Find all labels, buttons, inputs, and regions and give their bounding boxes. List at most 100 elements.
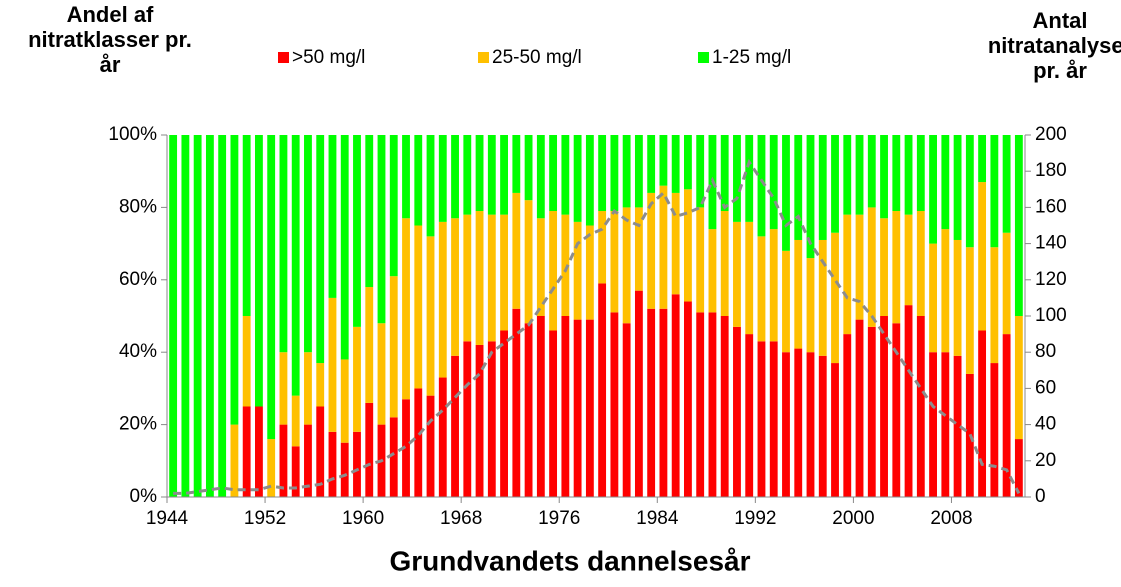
bar-segment xyxy=(561,214,570,316)
bar-segment xyxy=(291,446,300,497)
bar-segment xyxy=(855,135,864,215)
bar-segment xyxy=(696,135,705,208)
bar-segment xyxy=(855,319,864,497)
bar-segment xyxy=(929,243,937,353)
y2-tick-label: 20 xyxy=(1035,450,1056,471)
bar-segment xyxy=(659,185,668,309)
legend-label: >50 mg/l xyxy=(292,47,365,68)
legend-swatch xyxy=(478,52,489,63)
bar-segment xyxy=(904,305,913,497)
bar-segment xyxy=(279,135,288,353)
y2-tick-label: 140 xyxy=(1035,233,1067,254)
bar-segment xyxy=(745,221,754,335)
bar-segment xyxy=(745,334,754,497)
y2-tick-label: 100 xyxy=(1035,305,1067,326)
bar-segment xyxy=(402,218,410,400)
bar-segment xyxy=(426,395,435,497)
bar-segment xyxy=(794,348,803,497)
bar-segment xyxy=(634,135,643,208)
bar-segment xyxy=(598,283,607,497)
bar-segment xyxy=(831,232,839,364)
bar-segment xyxy=(916,211,925,316)
bar-segment xyxy=(757,341,766,497)
bar-segment xyxy=(438,377,447,497)
bar-segment xyxy=(451,135,459,219)
bar-segment xyxy=(1014,439,1023,497)
bar-segment xyxy=(549,330,558,497)
bar-segment xyxy=(242,316,251,407)
bar-segment xyxy=(230,135,239,425)
bar-segment xyxy=(316,406,325,497)
y2-axis-label: nitratanalyser xyxy=(988,33,1121,58)
x-tick-label: 1984 xyxy=(636,508,679,529)
bar-segment xyxy=(524,323,533,497)
bar-segment xyxy=(892,211,901,324)
bar-segment xyxy=(328,297,337,432)
bar-segment xyxy=(573,221,582,320)
bar-segment xyxy=(267,439,276,497)
bar-segment xyxy=(684,135,692,190)
y2-tick-label: 160 xyxy=(1035,196,1067,217)
bar-segment xyxy=(720,135,729,212)
bar-segment xyxy=(769,229,778,342)
bar-segment xyxy=(316,363,325,407)
x-tick-label: 1976 xyxy=(538,508,580,529)
bar-segment xyxy=(242,406,251,497)
bar-segment xyxy=(353,431,361,497)
bar-segment xyxy=(536,316,545,497)
bar-segment xyxy=(463,214,472,342)
bar-segment xyxy=(389,417,398,497)
bar-segment xyxy=(561,316,570,497)
bar-segment xyxy=(818,239,827,356)
bar-segment xyxy=(916,135,925,212)
bar-segment xyxy=(328,135,337,298)
bar-segment xyxy=(769,135,778,230)
bar-segment xyxy=(451,218,459,356)
bar-segment xyxy=(892,323,901,497)
bar-segment xyxy=(794,135,803,240)
bar-segment xyxy=(169,135,178,497)
bar-segment xyxy=(867,326,876,497)
bar-segment xyxy=(720,211,729,316)
bar-segment xyxy=(880,218,888,316)
bar-segment xyxy=(720,316,729,497)
y2-axis-label: pr. år xyxy=(1033,58,1087,83)
x-tick-label: 2000 xyxy=(832,508,874,529)
bar-segment xyxy=(990,363,999,497)
x-tick-label: 2008 xyxy=(930,508,972,529)
bar-segment xyxy=(634,290,643,497)
bar-segment xyxy=(733,135,741,222)
x-tick-label: 1952 xyxy=(244,508,286,529)
bar-segment xyxy=(610,312,619,497)
bar-segment xyxy=(340,135,349,360)
bar-segment xyxy=(806,135,815,259)
bar-segment xyxy=(193,135,202,497)
bar-segment xyxy=(205,135,214,497)
bar-segment xyxy=(806,258,815,353)
y2-tick-label: 180 xyxy=(1035,160,1067,181)
bar-segment xyxy=(475,344,484,497)
bar-segment xyxy=(843,135,852,215)
bar-segment xyxy=(426,236,435,396)
bar-segment xyxy=(304,352,312,425)
bar-segment xyxy=(291,395,300,447)
bar-segment xyxy=(622,207,631,324)
bar-segment xyxy=(831,363,839,497)
bar-segment xyxy=(782,352,790,497)
legend-label: 1-25 mg/l xyxy=(712,47,791,68)
x-tick-label: 1944 xyxy=(146,508,189,529)
bar-segment xyxy=(549,135,558,212)
bar-segment xyxy=(757,236,766,342)
bar-segment xyxy=(451,355,459,497)
bar-segment xyxy=(536,218,545,316)
bar-segment xyxy=(953,135,962,240)
bar-segment xyxy=(941,229,950,353)
bar-segment xyxy=(953,355,962,497)
y-axis-label: nitratklasser pr. xyxy=(28,27,192,52)
bar-segment xyxy=(487,341,496,497)
bar-segment xyxy=(414,225,423,389)
bar-segment xyxy=(622,135,631,208)
bar-segment xyxy=(769,341,778,497)
bar-segment xyxy=(438,221,447,378)
bar-segment xyxy=(585,135,594,226)
